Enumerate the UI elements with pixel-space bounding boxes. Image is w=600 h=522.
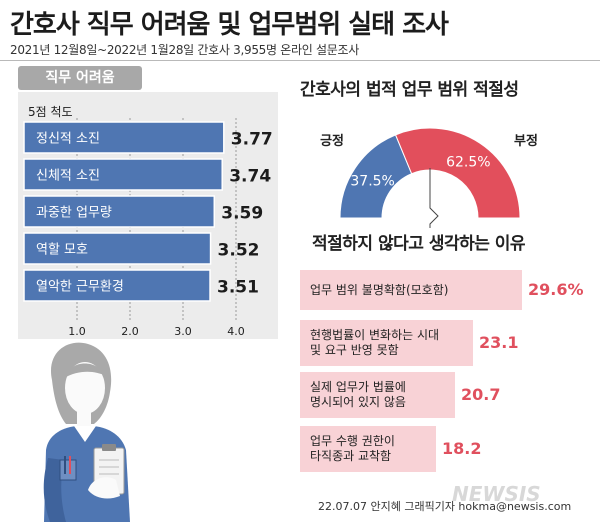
- footer-credit: 22.07.07 안지혜 그래픽기자 hokma@newsis.com: [318, 500, 572, 513]
- gauge-title: 간호사의 법적 업무 범위 적절성: [300, 80, 519, 100]
- reason-label: 업무 수행 권한이 타직종과 교착함: [310, 434, 395, 464]
- reason-label-line: 명시되어 있지 않음: [310, 395, 406, 409]
- bar-category-label: 역할 모호: [36, 243, 88, 258]
- reason-label: 현행법률이 변화하는 시대 및 요구 반영 못함: [310, 328, 439, 358]
- tick-label: 1.0: [68, 325, 86, 338]
- bar-value-label: 3.77: [231, 130, 273, 150]
- reason-label: 실제 업무가 법률에 명시되어 있지 않음: [310, 380, 406, 410]
- bar: [23, 232, 212, 265]
- reason-bar: [300, 270, 522, 310]
- tick-label: 4.0: [227, 325, 245, 338]
- reason-value: 23.1: [479, 333, 519, 352]
- bar-value-label: 3.51: [217, 278, 259, 298]
- reason-label: 업무 범위 불명확함(모호함): [310, 283, 448, 298]
- bar-value-label: 3.74: [229, 167, 271, 187]
- nurse-illustration-icon: [43, 342, 130, 522]
- scale-label: 5점 척도: [28, 105, 73, 119]
- reason-value: 20.7: [461, 385, 501, 404]
- reason-bar: [300, 426, 436, 472]
- reason-label-line: 현행법률이 변화하는 시대: [310, 328, 440, 342]
- bar-category-label: 정신적 소진: [36, 132, 100, 147]
- reason-label-line: 타직종과 교착함: [310, 449, 392, 463]
- bar-category-label: 열악한 근무환경: [36, 280, 124, 295]
- reason-value: 29.6%: [528, 280, 584, 299]
- page-title: 간호사 직무 어려움 및 업무범위 실태 조사: [10, 10, 449, 40]
- header-divider: [0, 60, 600, 61]
- gauge-slice: [394, 127, 521, 219]
- reason-bar: [300, 320, 473, 366]
- reason-value: 18.2: [442, 439, 482, 458]
- tick-label: 3.0: [174, 325, 192, 338]
- page-subtitle: 2021년 12월8일~2022년 1월28일 간호사 3,955명 온라인 설…: [10, 43, 359, 57]
- gauge-value-label: 62.5%: [446, 155, 490, 171]
- difficulty-chart-title: 직무 어려움: [18, 66, 142, 90]
- bar-value-label: 3.52: [218, 241, 260, 261]
- bar: [23, 269, 211, 302]
- newsis-logo: NEWSIS: [452, 482, 541, 506]
- bar: [23, 195, 216, 228]
- reason-label-line: 및 요구 반영 못함: [310, 343, 399, 357]
- gauge-value-label: 37.5%: [350, 174, 394, 190]
- reason-bar: [300, 372, 455, 418]
- reason-label-line: 실제 업무가 법률에: [310, 380, 406, 394]
- reason-label-line: 업무 수행 권한이: [310, 434, 395, 448]
- gauge-category-label: 부정: [514, 133, 538, 149]
- bar: [23, 158, 223, 191]
- bar-value-label: 3.59: [221, 204, 263, 224]
- bar: [23, 121, 225, 154]
- reason-label-line: 업무 범위 불명확함(모호함): [310, 282, 449, 297]
- gauge-pointer-line: [429, 168, 439, 228]
- reasons-title: 적절하지 않다고 생각하는 이유: [312, 234, 526, 254]
- tick-label: 2.0: [121, 325, 139, 338]
- bar-category-label: 과중한 업무량: [36, 206, 112, 221]
- gauge-category-label: 긍정: [320, 133, 344, 149]
- bar-category-label: 신체적 소진: [36, 169, 100, 184]
